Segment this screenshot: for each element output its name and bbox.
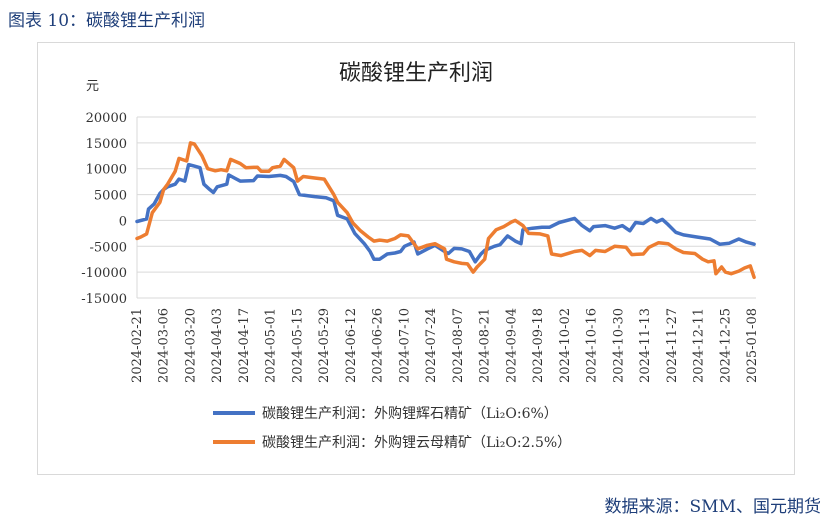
data-source: 数据来源：SMM、国元期货 <box>604 497 821 517</box>
y-tick-label: 20000 <box>86 111 127 126</box>
y-tick-label: -15000 <box>81 292 127 307</box>
x-axis-ticks: 2024-02-21 2024-03-06 2024-03-20 2024-04-03… <box>130 308 760 383</box>
y-tick-label: 5000 <box>94 189 127 204</box>
y-axis-ticks: 20000 15000 10000 5000 0 -5000 -10000 -15000 <box>81 111 127 307</box>
legend: 碳酸锂生产利润：外购锂辉石精矿（Li₂O:6%） 碳酸锂生产利润：外购锂云母精矿… <box>213 406 571 451</box>
gridlines <box>136 116 756 299</box>
y-tick-label: -5000 <box>90 240 127 255</box>
x-tick-label: 2024-02-21 <box>130 308 145 383</box>
x-tick-label: 2024-05-29 <box>317 308 332 383</box>
x-tick-label: 2024-03-06 <box>157 308 172 383</box>
chart-title: 碳酸锂生产利润 <box>339 61 493 86</box>
legend-label-series-2: 碳酸锂生产利润：外购锂云母精矿（Li₂O:2.5%） <box>262 435 571 451</box>
chart-frame <box>37 42 795 475</box>
legend-label-series-1: 碳酸锂生产利润：外购锂辉石精矿（Li₂O:6%） <box>262 406 558 422</box>
x-tick-label: 2024-03-20 <box>183 308 198 383</box>
x-tick-label: 2024-05-15 <box>290 308 305 383</box>
series-lines <box>135 141 756 280</box>
y-tick-label: 10000 <box>86 163 127 178</box>
x-tick-label: 2024-07-10 <box>397 308 412 383</box>
x-tick-label: 2024-05-01 <box>264 308 279 383</box>
y-tick-label: 0 <box>119 214 127 229</box>
x-tick-label: 2024-09-04 <box>504 308 519 383</box>
x-tick-label: 2024-04-17 <box>237 308 252 383</box>
figure-caption: 图表 10：碳酸锂生产利润 <box>8 11 206 31</box>
series-line-2 <box>135 141 756 280</box>
y-tick-label: -10000 <box>81 266 127 281</box>
x-tick-label: 2024-09-18 <box>531 308 546 383</box>
x-tick-label: 2025-01-08 <box>745 308 760 383</box>
x-tick-label: 2024-08-07 <box>451 308 466 383</box>
x-tick-label: 2024-08-21 <box>478 308 493 383</box>
x-tick-label: 2024-06-26 <box>371 308 386 383</box>
x-tick-label: 2024-10-30 <box>611 308 626 383</box>
x-tick-label: 2024-06-12 <box>344 308 359 383</box>
series-line-1 <box>135 162 756 264</box>
x-tick-label: 2024-12-11 <box>692 308 707 383</box>
x-tick-label: 2024-04-03 <box>210 308 225 383</box>
x-tick-label: 2024-10-02 <box>558 308 573 383</box>
x-tick-label: 2024-10-16 <box>585 308 600 383</box>
x-tick-label: 2024-07-24 <box>424 308 439 383</box>
x-tick-label: 2024-11-13 <box>638 308 653 383</box>
y-tick-label: 15000 <box>86 137 127 152</box>
y-axis-unit: 元 <box>86 79 99 94</box>
x-tick-label: 2024-12-25 <box>718 308 733 383</box>
x-tick-label: 2024-11-27 <box>665 308 680 383</box>
